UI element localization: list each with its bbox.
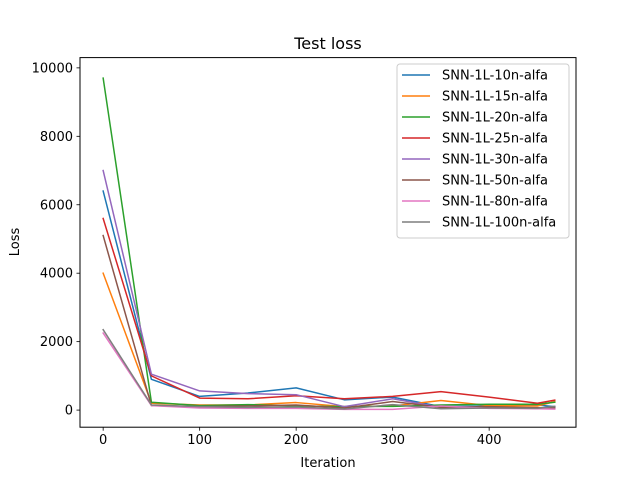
chart-title: Test loss <box>293 34 362 53</box>
y-tick-label: 10000 <box>32 61 73 76</box>
legend-entry-8: SNN-1L-100n-alfa <box>442 216 556 231</box>
legend-entry-3: SNN-1L-20n-alfa <box>442 111 548 126</box>
x-tick-label: 400 <box>477 433 502 448</box>
series-line-4 <box>102 217 556 404</box>
legend-box <box>396 63 570 239</box>
y-tick-label: 2000 <box>40 335 73 350</box>
x-tick-label: 100 <box>187 433 212 448</box>
legend-entry-4: SNN-1L-25n-alfa <box>442 132 548 147</box>
legend: SNN-1L-10n-alfa SNN-1L-15n-alfa SNN-1L-20n… <box>396 63 570 239</box>
y-tick-label: 8000 <box>40 130 73 145</box>
legend-entry-2: SNN-1L-15n-alfa <box>442 90 548 105</box>
x-axis-label: Iteration <box>300 456 355 471</box>
y-axis-label: Loss <box>8 228 23 257</box>
y-tick-label: 0 <box>65 404 73 419</box>
legend-entry-6: SNN-1L-50n-alfa <box>442 174 548 189</box>
plot-frame <box>79 57 577 428</box>
series-line-8 <box>102 328 556 410</box>
legend-entry-5: SNN-1L-30n-alfa <box>442 153 548 168</box>
legend-entry-1: SNN-1L-10n-alfa <box>442 69 548 84</box>
x-tick-label: 200 <box>284 433 309 448</box>
x-tick-label: 0 <box>99 433 107 448</box>
series-lines <box>102 77 556 411</box>
x-tick-label: 300 <box>380 433 405 448</box>
legend-entry-7: SNN-1L-80n-alfa <box>442 195 548 210</box>
y-tick-label: 6000 <box>40 198 73 213</box>
y-tick-label: 4000 <box>40 267 73 282</box>
